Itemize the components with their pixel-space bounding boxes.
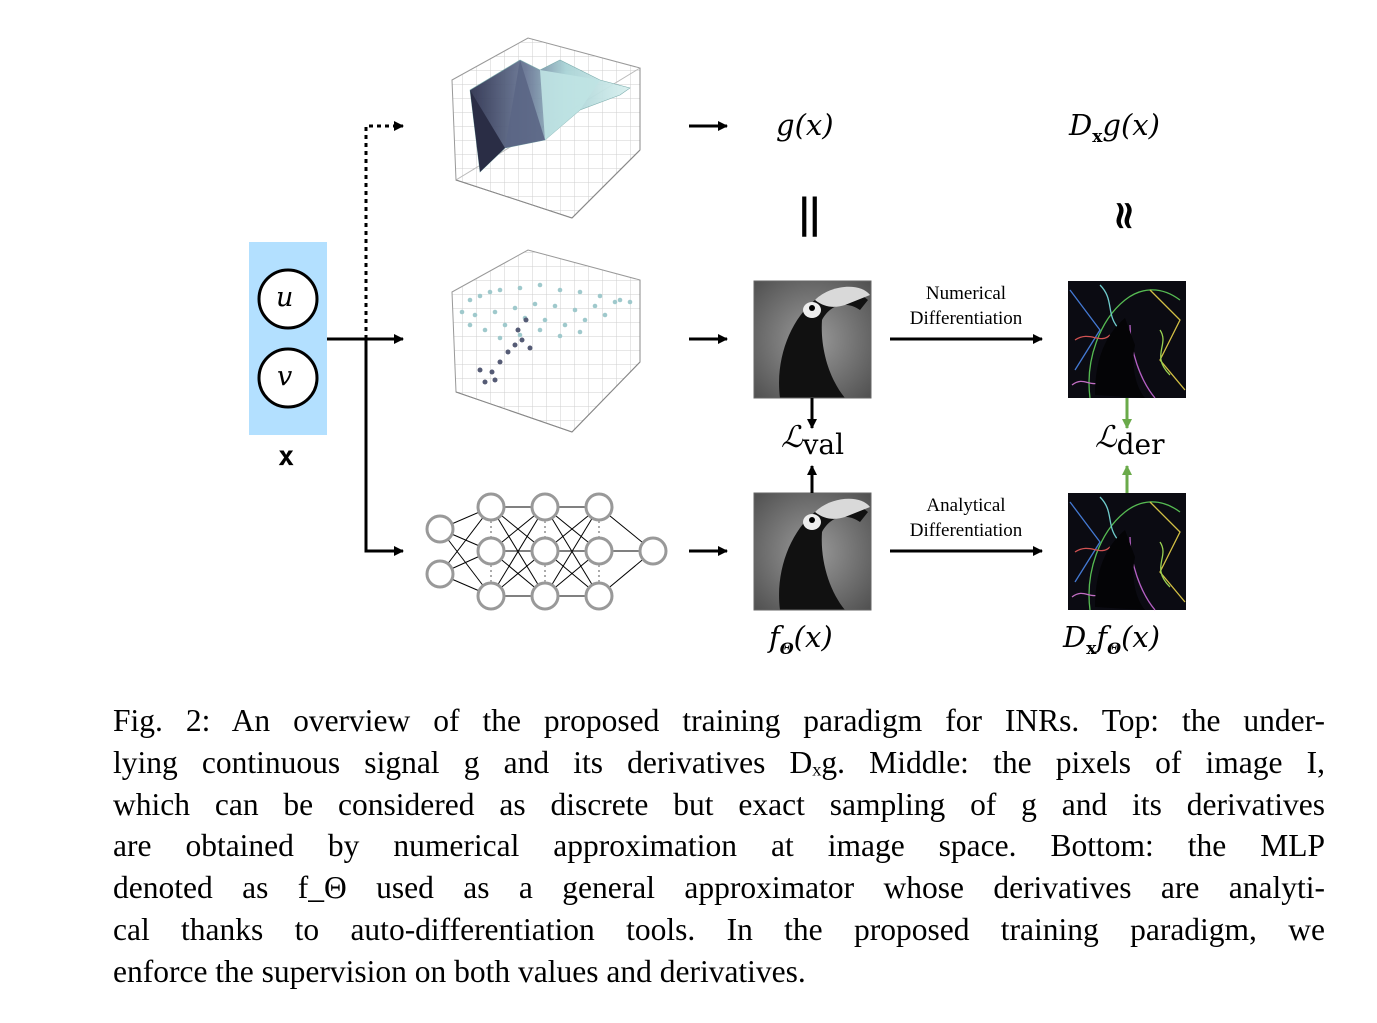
approx-symbol: ≈ bbox=[1101, 198, 1149, 233]
mlp-output-node bbox=[638, 536, 668, 566]
differentiation-arrows bbox=[890, 334, 1043, 556]
toucan-image-numerical bbox=[753, 280, 872, 399]
mlp-input-node bbox=[425, 559, 455, 589]
caption-line: cal thanks to auto-differentiation tools… bbox=[113, 911, 1325, 947]
caption-line: which can be considered as discrete but … bbox=[113, 786, 1325, 822]
figure-diagram: u v x g(x) Dxg(x) || ≈ Numerical Differe… bbox=[249, 37, 1186, 659]
mlp-input-node bbox=[425, 514, 455, 544]
caption-line: Fig. 2: An overview of the proposed trai… bbox=[113, 703, 1325, 738]
loss-val-label: ℒval bbox=[781, 420, 845, 461]
input-box bbox=[249, 242, 327, 435]
toucan-image-mlp bbox=[753, 492, 872, 611]
to-image-arrows bbox=[689, 121, 728, 556]
caption-line: denoted as f_Θ used as a general approxi… bbox=[113, 870, 1325, 906]
diagram-canvas bbox=[249, 37, 1186, 611]
branch-arrows bbox=[327, 121, 404, 556]
caption-line: lying continuous signal g and its deriva… bbox=[113, 744, 1325, 780]
node-v-label: v bbox=[277, 361, 293, 392]
surface-plot-3d bbox=[451, 37, 641, 219]
loss-der-label: ℒder bbox=[1095, 420, 1165, 461]
mlp-network bbox=[425, 492, 668, 611]
node-u bbox=[257, 268, 319, 330]
node-v bbox=[257, 347, 319, 409]
derivative-image-analytical bbox=[1068, 493, 1186, 611]
figure-caption: Fig. 2: An overview of the proposed trai… bbox=[113, 700, 1325, 993]
input-x-label: x bbox=[278, 441, 295, 472]
caption-line: are obtained by numerical approximation … bbox=[113, 828, 1325, 864]
numerical-diff-label: Numerical Differentiation bbox=[909, 283, 1023, 329]
caption-line: enforce the supervision on both values a… bbox=[113, 953, 806, 989]
equal-symbol: || bbox=[797, 190, 822, 237]
dg-label: Dxg(x) bbox=[1069, 108, 1160, 147]
node-u-label: u bbox=[276, 282, 294, 313]
g-label: g(x) bbox=[776, 108, 834, 142]
derivative-image-numerical bbox=[1068, 281, 1186, 399]
df-theta-label: DxfΘ(x) bbox=[1063, 620, 1161, 659]
analytical-diff-label: Analytical Differentiation bbox=[909, 495, 1023, 541]
scatter-plot-3d bbox=[451, 249, 641, 433]
f-theta-label: fΘ(x) bbox=[769, 620, 833, 658]
